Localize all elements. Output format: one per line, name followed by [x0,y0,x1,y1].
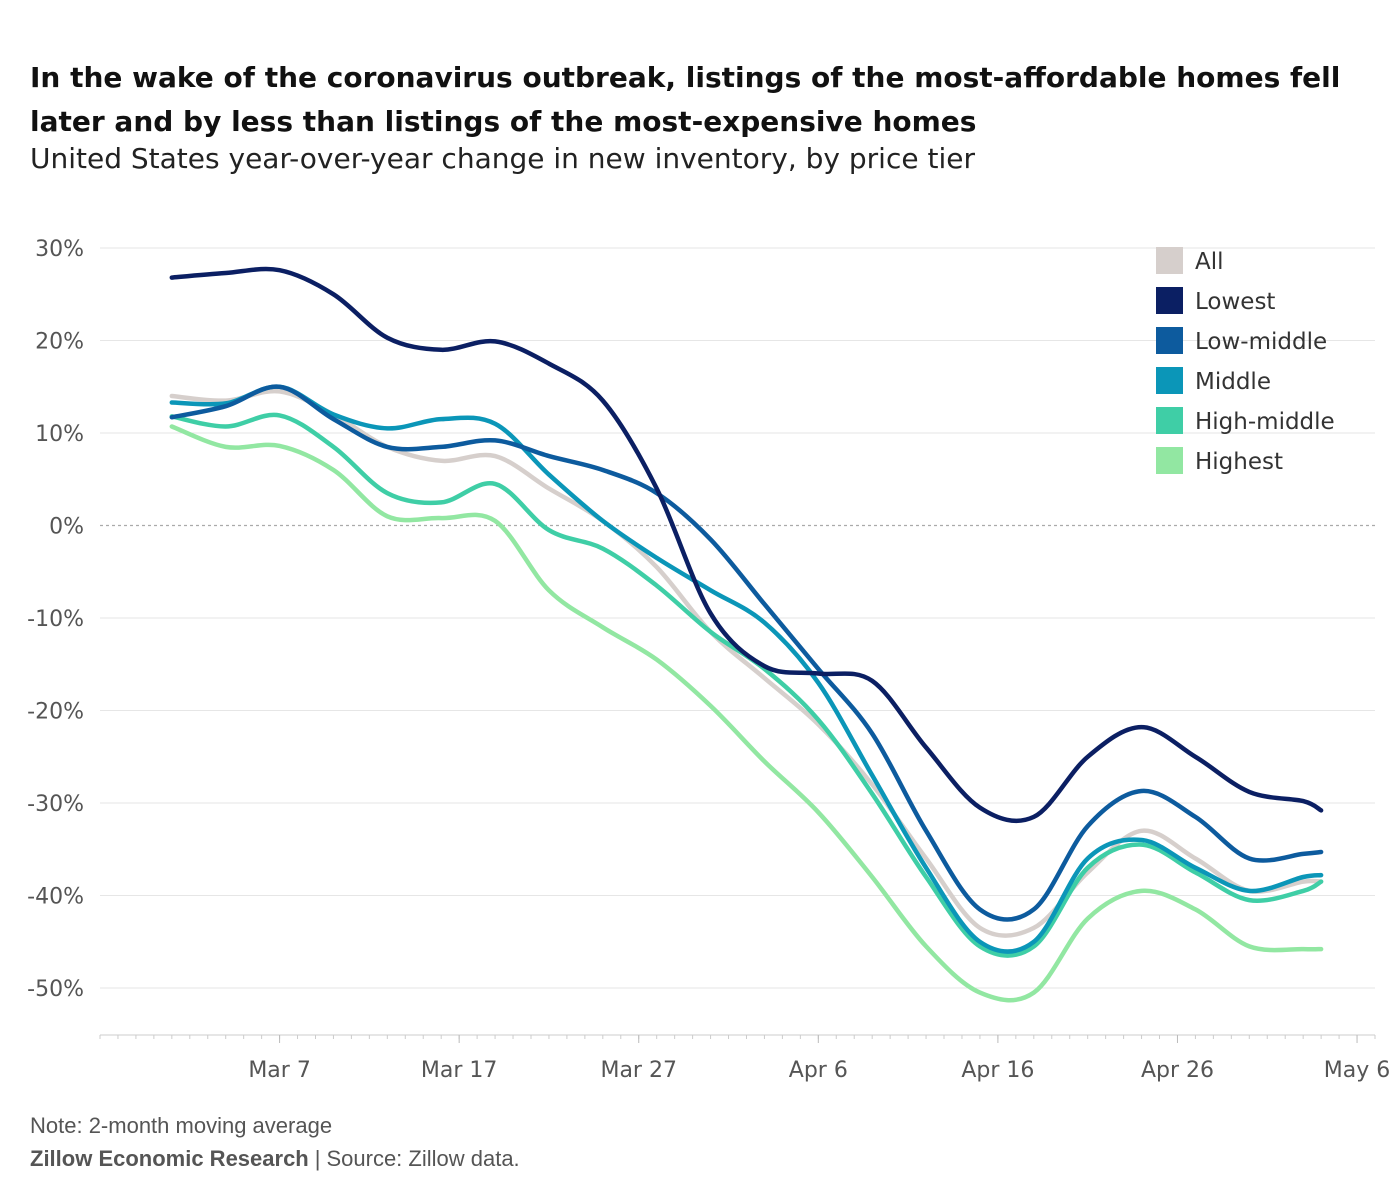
y-tick-label: 10% [35,422,84,447]
y-tick-label: -10% [27,607,84,632]
chart-source: Zillow Economic Research | Source: Zillow … [30,1146,520,1172]
series-line-all [169,388,1324,938]
legend-swatch-middle [1156,367,1183,394]
y-tick-label: -30% [27,792,84,817]
series-lines [169,266,1324,1003]
legend-label-lowest: Lowest [1195,289,1275,315]
grid-lines [100,247,1375,989]
source-separator: | [314,1146,321,1171]
legend-swatch-lowest [1156,287,1183,314]
x-tick-label: May 6 [1324,1058,1390,1083]
legend-swatch-all [1156,247,1183,274]
y-axis: 30% 20% 10% 0% -10% -20% -30% -40% -50% [27,237,84,1002]
x-tick-label: Apr 16 [961,1058,1034,1083]
y-tick-label: -50% [27,977,84,1002]
legend-label-middle: Middle [1195,369,1271,395]
x-tick-label: Mar 7 [248,1058,311,1083]
x-tick-label: Apr 6 [789,1058,848,1083]
legend-swatch-highest [1156,447,1183,474]
series-line-highest [169,424,1324,1003]
legend-swatch-low-middle [1156,327,1183,354]
series-line-lowest [169,266,1324,824]
x-axis: Mar 7 Mar 17 Mar 27 Apr 6 Apr 16 Apr 26 May 6 [99,1034,1390,1083]
chart-title: In the wake of the coronavirus outbreak,… [30,61,1341,138]
y-tick-label: -40% [27,885,84,910]
chart-note: Note: 2-month moving average [30,1113,333,1138]
legend-label-low-middle: Low-middle [1195,329,1327,355]
legend: All Lowest Low-middle Middle High-middle High… [1156,247,1335,475]
series-line-middle [169,384,1324,954]
y-tick-label: 0% [49,515,84,540]
legend-label-highest: Highest [1195,449,1283,475]
series-line-low-middle [169,384,1324,922]
y-tick-label: -20% [27,700,84,725]
x-tick-label: Mar 27 [600,1058,677,1083]
legend-label-high-middle: High-middle [1195,409,1335,435]
chart-subtitle: United States year-over-year change in n… [30,142,975,175]
legend-label-all: All [1195,249,1224,275]
y-tick-label: 20% [35,330,84,355]
y-tick-label: 30% [35,237,84,262]
source-organization: Zillow Economic Research [30,1146,309,1171]
x-tick-label: Mar 17 [421,1058,498,1083]
legend-swatch-high-middle [1156,407,1183,434]
source-text: Source: Zillow data. [326,1146,520,1171]
series-line-high-middle [169,412,1324,958]
x-tick-label: Apr 26 [1141,1058,1214,1083]
